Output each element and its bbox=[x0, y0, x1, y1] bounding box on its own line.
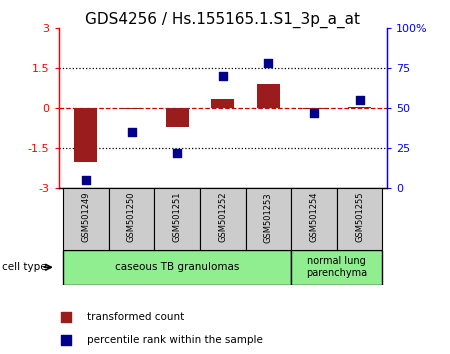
Point bbox=[219, 73, 226, 79]
Text: GSM501249: GSM501249 bbox=[81, 192, 90, 242]
Bar bbox=[348, 107, 371, 108]
Bar bbox=[257, 84, 280, 108]
Bar bbox=[63, 188, 109, 250]
Bar bbox=[74, 108, 97, 162]
Text: GSM501252: GSM501252 bbox=[218, 192, 227, 242]
Point bbox=[265, 61, 272, 66]
Bar bbox=[109, 188, 154, 250]
Bar bbox=[63, 250, 291, 285]
Title: GDS4256 / Hs.155165.1.S1_3p_a_at: GDS4256 / Hs.155165.1.S1_3p_a_at bbox=[85, 12, 360, 28]
Text: cell type: cell type bbox=[2, 262, 47, 272]
Text: caseous TB granulomas: caseous TB granulomas bbox=[115, 262, 239, 272]
Point bbox=[128, 129, 135, 135]
Bar bbox=[200, 188, 246, 250]
Bar bbox=[246, 188, 291, 250]
Point bbox=[310, 110, 318, 116]
Bar bbox=[302, 108, 325, 109]
Text: GSM501251: GSM501251 bbox=[173, 192, 182, 242]
Bar bbox=[154, 188, 200, 250]
Bar bbox=[166, 108, 189, 127]
Bar bbox=[291, 250, 382, 285]
Bar bbox=[120, 108, 143, 109]
Point bbox=[356, 97, 363, 103]
Point bbox=[174, 150, 181, 155]
Text: normal lung
parenchyma: normal lung parenchyma bbox=[306, 256, 367, 279]
Text: GSM501253: GSM501253 bbox=[264, 192, 273, 242]
Point bbox=[316, 233, 323, 238]
Text: GSM501255: GSM501255 bbox=[355, 192, 364, 242]
Bar bbox=[291, 188, 337, 250]
Point bbox=[82, 177, 90, 183]
Text: percentile rank within the sample: percentile rank within the sample bbox=[87, 335, 263, 346]
Text: GSM501254: GSM501254 bbox=[310, 192, 319, 242]
Text: transformed count: transformed count bbox=[87, 312, 184, 322]
Point bbox=[316, 23, 323, 29]
Bar bbox=[337, 188, 382, 250]
Bar bbox=[212, 99, 234, 108]
Text: GSM501250: GSM501250 bbox=[127, 192, 136, 242]
